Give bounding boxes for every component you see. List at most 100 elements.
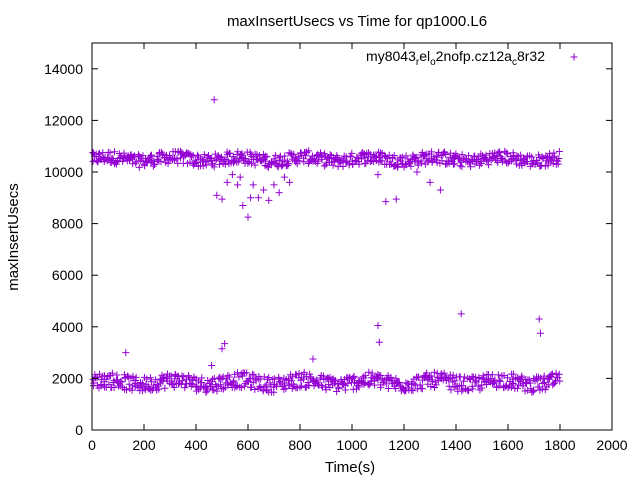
data-point xyxy=(445,382,453,390)
data-point xyxy=(275,189,283,197)
data-point xyxy=(195,386,203,394)
data-point xyxy=(147,151,155,159)
data-point xyxy=(552,369,560,377)
data-point xyxy=(285,160,293,168)
data-point xyxy=(247,375,255,383)
data-point xyxy=(247,194,255,202)
data-point xyxy=(112,158,120,166)
data-point xyxy=(216,154,224,162)
data-point xyxy=(541,378,549,386)
data-point xyxy=(231,370,239,378)
data-point xyxy=(164,159,172,167)
data-point xyxy=(550,149,558,157)
data-point xyxy=(372,372,380,380)
data-point xyxy=(298,382,306,390)
data-point xyxy=(374,322,382,330)
y-tick-label: 2000 xyxy=(52,370,83,386)
data-point xyxy=(442,150,450,158)
y-tick-label: 4000 xyxy=(52,319,83,335)
data-point xyxy=(155,385,163,393)
data-point xyxy=(474,382,482,390)
data-point xyxy=(110,384,118,392)
data-point xyxy=(518,374,526,382)
data-point xyxy=(104,372,112,380)
data-point xyxy=(494,371,502,379)
y-axis-label: maxInsertUsecs xyxy=(5,183,22,291)
data-point xyxy=(377,149,385,157)
data-point xyxy=(542,152,550,160)
data-point xyxy=(210,163,218,171)
data-point xyxy=(103,157,111,165)
data-point xyxy=(257,375,265,383)
data-point xyxy=(210,96,218,104)
data-point xyxy=(309,355,317,363)
data-point xyxy=(122,349,130,357)
data-point xyxy=(92,156,100,164)
data-point xyxy=(502,149,510,157)
data-point xyxy=(440,369,448,377)
data-point xyxy=(275,373,283,381)
data-point xyxy=(237,384,245,392)
data-point xyxy=(219,385,227,393)
data-point xyxy=(252,377,260,385)
data-point xyxy=(538,385,546,393)
data-point xyxy=(118,378,126,386)
data-point xyxy=(147,152,155,160)
data-point xyxy=(270,155,278,163)
data-point xyxy=(109,155,117,163)
data-point xyxy=(390,152,398,160)
data-point xyxy=(237,151,245,159)
data-point xyxy=(399,153,407,161)
data-point xyxy=(222,375,230,383)
data-point xyxy=(260,186,268,194)
data-point xyxy=(456,162,464,170)
data-point xyxy=(508,379,516,387)
chart-title: maxInsertUsecs vs Time for qp1000.L6 xyxy=(227,13,487,30)
data-point xyxy=(433,153,441,161)
data-point xyxy=(248,370,256,378)
data-point xyxy=(427,383,435,391)
data-point xyxy=(446,149,454,157)
data-point xyxy=(314,157,322,165)
data-point xyxy=(468,373,476,381)
data-point xyxy=(281,152,289,160)
data-point xyxy=(490,379,498,387)
data-point xyxy=(332,155,340,163)
data-point xyxy=(464,387,472,395)
data-point xyxy=(375,154,383,162)
data-point xyxy=(549,159,557,167)
data-point xyxy=(286,178,294,186)
data-point xyxy=(272,151,280,159)
x-axis-label: Time(s) xyxy=(325,459,375,476)
data-point xyxy=(471,152,479,160)
data-point xyxy=(509,380,517,388)
data-point xyxy=(269,375,277,383)
data-point xyxy=(289,380,297,388)
data-point xyxy=(407,162,415,170)
data-point xyxy=(333,152,341,160)
data-point xyxy=(106,149,114,157)
data-point xyxy=(310,377,318,385)
data-point xyxy=(132,159,140,167)
data-point xyxy=(274,163,282,171)
data-point xyxy=(395,379,403,387)
data-point xyxy=(146,385,154,393)
data-point xyxy=(221,156,229,164)
data-point xyxy=(159,373,167,381)
data-point xyxy=(555,155,563,163)
data-point xyxy=(465,152,473,160)
data-point xyxy=(426,178,434,186)
data-point xyxy=(432,381,440,389)
data-point xyxy=(254,194,262,202)
data-point xyxy=(365,368,373,376)
data-point xyxy=(228,171,236,179)
data-point xyxy=(230,377,238,385)
data-point xyxy=(326,151,334,159)
data-point xyxy=(555,147,563,155)
data-point xyxy=(355,383,363,391)
data-point xyxy=(334,380,342,388)
data-point xyxy=(514,384,522,392)
y-axis: 0 2000 4000 6000 8000 10000 12000 14000 xyxy=(44,61,612,438)
data-point xyxy=(178,372,186,380)
